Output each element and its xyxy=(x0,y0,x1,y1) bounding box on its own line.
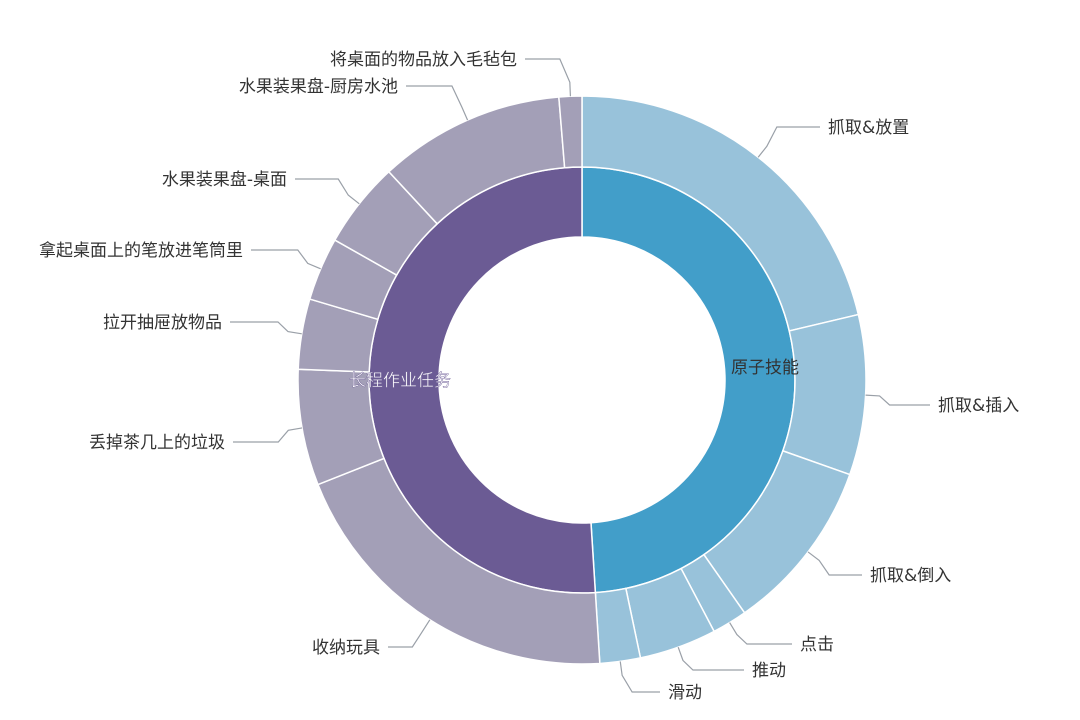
segment-label: 水果装果盘-桌面 xyxy=(162,170,287,190)
segment-label: 抓取&放置 xyxy=(828,118,909,138)
leader-line xyxy=(865,394,930,406)
segment-label: 收纳玩具 xyxy=(312,638,380,658)
leader-line xyxy=(619,661,660,693)
segment-label: 拿起桌面上的笔放进笔筒里 xyxy=(39,240,243,261)
segment-label: 拉开抽屉放物品 xyxy=(103,313,222,333)
leader-line xyxy=(388,619,431,648)
leader-line xyxy=(233,427,303,443)
group-label: 原子技能 xyxy=(731,358,799,378)
leader-line xyxy=(295,178,360,205)
outer-segment[interactable] xyxy=(781,313,867,476)
segment-label: 滑动 xyxy=(668,683,702,703)
leader-line xyxy=(807,551,862,576)
leader-line xyxy=(677,647,744,671)
segment-label: 推动 xyxy=(752,661,786,681)
segment-label: 抓取&倒入 xyxy=(870,566,951,586)
segment-label: 丢掉茶几上的垃圾 xyxy=(89,433,225,453)
segment-label: 将桌面的物品放入毛毡包 xyxy=(330,50,517,70)
group-label: 长程作业任务 xyxy=(349,371,451,391)
leader-line xyxy=(757,126,820,158)
leader-line xyxy=(251,249,321,270)
segment-label: 水果装果盘-厨房水池 xyxy=(239,77,398,97)
segment-label: 抓取&插入 xyxy=(938,396,1019,416)
outer-segment[interactable] xyxy=(558,95,583,169)
leader-line xyxy=(230,321,302,335)
leader-line xyxy=(406,85,469,121)
leader-line xyxy=(729,622,792,645)
leader-line xyxy=(525,58,572,97)
segment-label: 点击 xyxy=(800,635,834,655)
